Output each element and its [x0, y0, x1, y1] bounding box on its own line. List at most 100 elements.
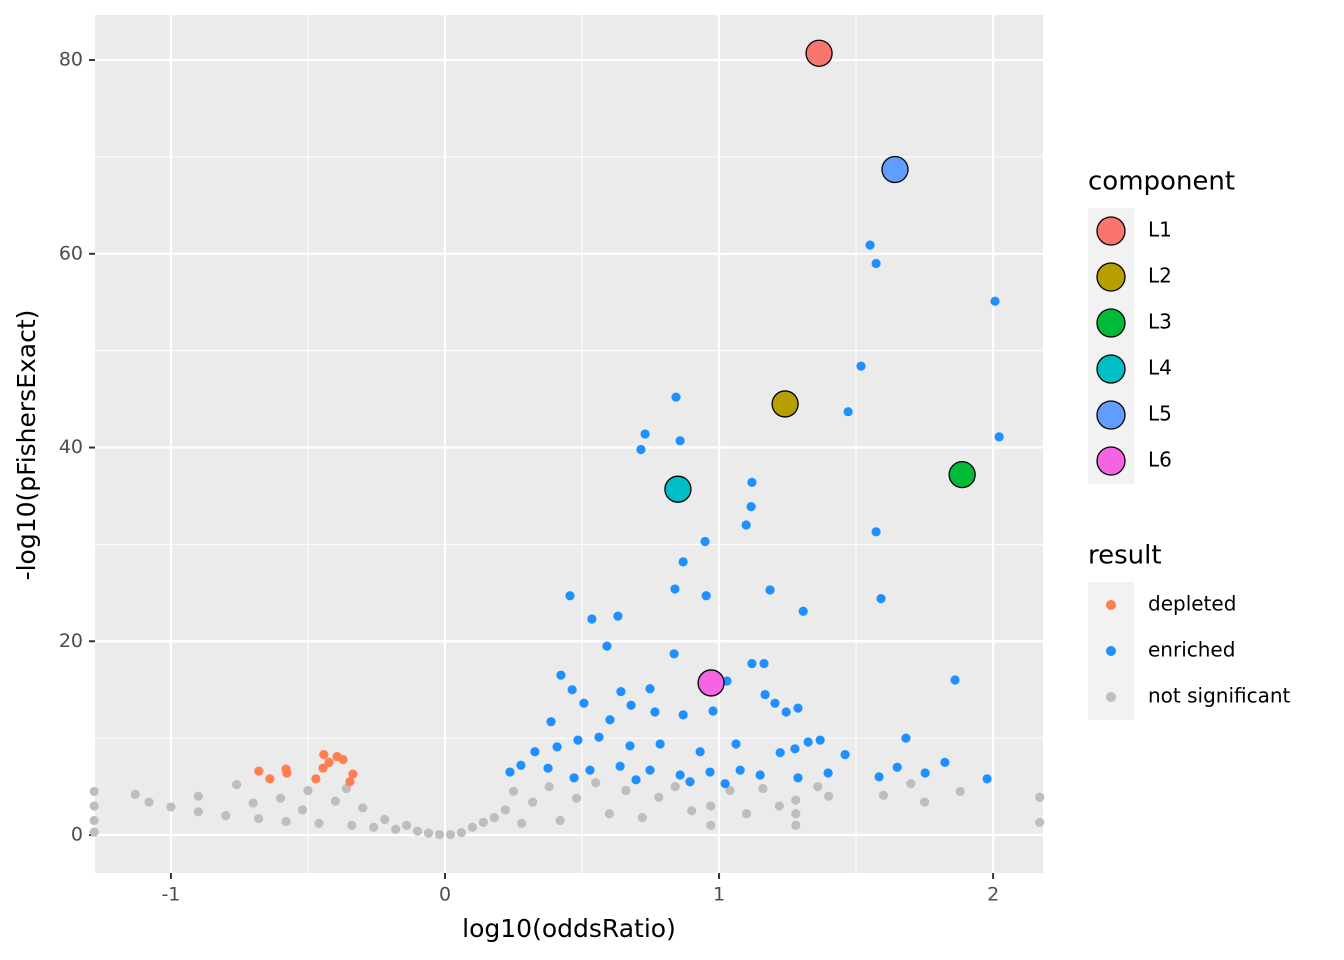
point [840, 750, 850, 760]
legend-key [1096, 262, 1126, 292]
point [906, 779, 916, 789]
point [871, 258, 881, 269]
point [311, 774, 321, 784]
point [567, 685, 577, 695]
point [706, 801, 716, 811]
panel [95, 15, 1043, 873]
point [166, 802, 176, 812]
point [755, 770, 765, 780]
point [645, 765, 655, 775]
point [813, 781, 823, 792]
point [324, 757, 334, 767]
point [221, 811, 231, 821]
y-tick-label: 40 [59, 436, 83, 458]
legend-label: L2 [1148, 264, 1172, 288]
point [565, 591, 575, 601]
point [345, 777, 355, 787]
point [303, 785, 313, 796]
point [791, 809, 801, 819]
point [318, 763, 328, 773]
point [636, 444, 646, 455]
legend-title: component [1088, 167, 1235, 197]
point [602, 641, 612, 651]
point [543, 763, 553, 773]
point [950, 675, 960, 685]
point [747, 658, 757, 669]
legend-key [1096, 216, 1126, 246]
point [685, 777, 695, 787]
point [613, 611, 623, 621]
y-tick-label: 20 [59, 630, 83, 652]
point [856, 361, 866, 371]
point [775, 748, 785, 758]
legend-key [1096, 308, 1126, 338]
legend-key [1096, 446, 1126, 476]
point [725, 785, 735, 796]
point [232, 780, 242, 790]
point [144, 797, 154, 807]
x-axis-label: log10(oddsRatio) [462, 914, 676, 943]
x-tick-label: -1 [161, 884, 180, 906]
point [341, 783, 351, 794]
point [678, 710, 688, 720]
point [881, 155, 909, 184]
point [467, 822, 477, 832]
legend-key [1106, 692, 1116, 702]
point [920, 797, 930, 807]
point [546, 717, 556, 727]
legend-label: depleted [1148, 592, 1236, 616]
point [358, 803, 368, 813]
point [594, 732, 604, 742]
point [955, 786, 965, 797]
legend-title: result [1088, 541, 1162, 571]
y-axis-label: -log10(pFishersExact) [12, 310, 41, 581]
point [791, 795, 801, 805]
x-tick-label: 1 [713, 884, 725, 906]
point [675, 770, 685, 780]
point [901, 733, 911, 743]
point [823, 768, 833, 778]
point [793, 773, 803, 783]
point [791, 820, 801, 830]
point [700, 536, 710, 547]
point [89, 827, 99, 837]
legend-label: L5 [1148, 402, 1172, 426]
point [843, 407, 853, 417]
point [759, 658, 769, 669]
point [319, 750, 329, 760]
point [314, 818, 324, 829]
point [708, 706, 718, 716]
x-tick-label: 0 [439, 884, 451, 906]
point [697, 669, 725, 697]
point [585, 765, 595, 775]
point [669, 649, 679, 659]
legend-key [1106, 646, 1116, 656]
point [297, 805, 308, 815]
point [626, 700, 636, 710]
point [369, 822, 379, 832]
point [402, 820, 412, 830]
point [747, 477, 757, 488]
point [805, 39, 833, 67]
point [990, 296, 1000, 306]
legend-key [1096, 354, 1126, 384]
point [803, 737, 813, 747]
point [878, 790, 889, 800]
point [892, 762, 902, 772]
point [982, 774, 992, 784]
point [654, 792, 664, 802]
point [645, 684, 655, 694]
point [793, 703, 803, 713]
y-tick-label: 80 [59, 49, 83, 71]
point [655, 739, 665, 749]
legend-label: L6 [1148, 448, 1172, 472]
point [347, 820, 357, 830]
point [731, 739, 741, 749]
point [824, 791, 834, 801]
point [265, 774, 275, 784]
point [741, 809, 752, 819]
point [555, 815, 565, 826]
point [89, 786, 99, 797]
point [774, 801, 784, 811]
point [876, 594, 886, 604]
